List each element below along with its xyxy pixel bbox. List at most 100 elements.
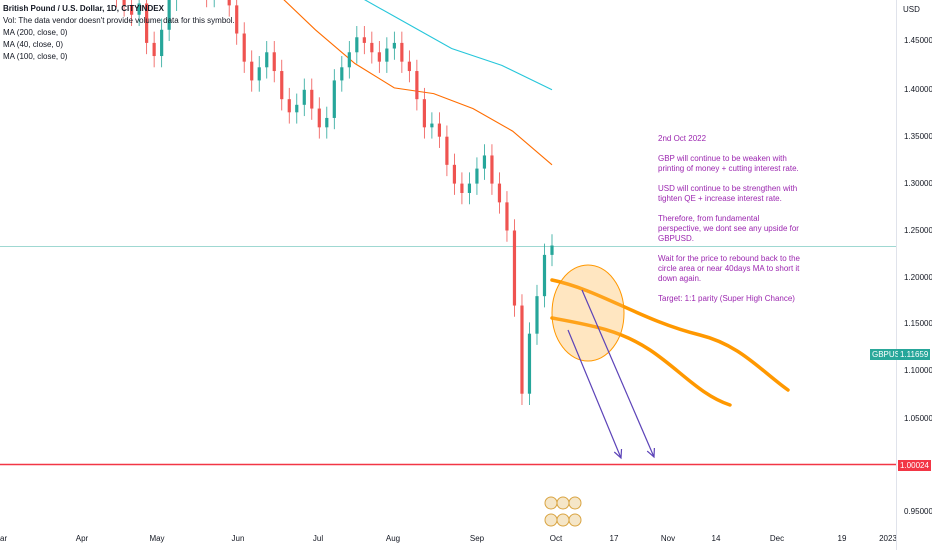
candle-body [497,183,502,203]
economic-event-icon [556,513,570,527]
price-tick-label: 1.45000 [904,36,932,45]
candle-body [310,89,314,109]
candle-body [325,117,329,128]
price-tick-label: 1.15000 [904,319,932,328]
candle-body [295,104,299,113]
price-tick-label: 0.95000 [904,507,932,516]
annotation-line: Target: 1:1 parity (Super High Chance) [658,294,795,303]
time-tick-label: Jul [313,534,323,543]
price-tick-label: 1.30000 [904,179,932,188]
candle-body [272,52,276,72]
candle-body [445,136,449,165]
candle-body [152,42,156,57]
candle-body [505,202,509,231]
economic-event-icon [544,496,558,510]
price-tick-label: 1.10000 [904,366,932,375]
candle-body [340,67,344,81]
rebound-circle-area [551,264,625,362]
candle-body [400,42,404,62]
candle-body [527,333,532,394]
target-arrow-head [613,448,623,460]
candle-body [347,52,351,68]
candle-body [415,71,419,100]
candle-body [302,89,306,105]
ma40-legend[interactable]: MA (40, close, 0) [3,40,64,49]
time-tick-label: Jun [232,534,245,543]
price-axis-separator [896,0,897,550]
candle-body [317,108,321,128]
price-tick-label: 1.40000 [904,85,932,94]
candle-body [257,67,261,81]
projection-path-upper [550,278,790,392]
target-arrow [567,329,622,459]
time-tick-label: 17 [610,534,619,543]
candle-body [467,183,472,193]
annotation-line: Wait for the price to rebound back to th… [658,254,801,283]
projection-path-lower [550,316,732,407]
candle-body [430,123,434,128]
price-tick-label: 1.25000 [904,226,932,235]
volume-note: Vol: The data vendor doesn't provide vol… [3,16,235,25]
time-tick-label: May [149,534,164,543]
candle-body [460,183,464,193]
candle-body [137,3,141,15]
target-arrow-head [646,447,655,459]
candle-body [482,155,487,169]
time-tick-label: 2023 [879,534,897,543]
candle-body [227,0,231,6]
candle-body [362,37,366,43]
currency-label: USD [903,5,920,14]
economic-event-icon [568,513,582,527]
target-price-tag: 1.00024 [898,460,931,471]
candle-body [370,42,374,53]
candle-body [167,0,171,30]
ma100-legend[interactable]: MA (100, close, 0) [3,52,68,61]
candle-body [160,29,164,57]
time-tick-label: Sep [470,534,485,543]
target-arrow [581,289,655,458]
candle-body [122,0,126,6]
price-tick-label: 1.20000 [904,273,932,282]
candle-body [490,155,494,184]
time-tick-label: 19 [838,534,847,543]
candle-body [377,52,381,62]
candle-body [250,61,254,81]
candle-body [145,3,149,43]
symbol-title[interactable]: British Pound / U.S. Dollar, 1D, CITYIND… [3,4,164,13]
ma200-legend[interactable]: MA (200, close, 0) [3,28,68,37]
candle-body [287,99,291,113]
time-tick-label: Oct [550,534,563,543]
candle-body [242,33,246,62]
ma40-line [283,0,553,166]
price-tick-label: 1.05000 [904,414,932,423]
price-tick-label: 1.35000 [904,132,932,141]
annotation-line: USD will continue to be strengthen with … [658,184,798,203]
time-tick-label: Dec [770,534,784,543]
candle-body [475,168,479,184]
economic-event-icon [568,496,582,510]
candle-body [422,99,426,128]
last-price-tag: 1.11659 [898,349,931,360]
annotation-text[interactable]: 2nd Oct 2022 GBP will continue to be wea… [658,134,804,314]
symbol-tag: GBPUSD [870,349,908,360]
economic-event-icon [544,513,558,527]
candle-body [550,245,554,255]
candle-body [512,230,517,306]
candle-body [130,5,134,15]
candle-body [332,80,336,118]
candle-body [520,305,524,394]
candle-body [355,37,359,53]
candle-body [385,48,389,62]
candle-body [452,164,457,184]
annotation-line: GBP will continue to be weaken with prin… [658,154,799,173]
chart-legend: British Pound / U.S. Dollar, 1D, CITYIND… [3,3,235,63]
candle-body [392,42,396,49]
annotation-line: Therefore, from fundamental perspective,… [658,214,799,243]
annotation-date: 2nd Oct 2022 [658,134,707,143]
time-tick-label: Aug [386,534,400,543]
candle-body [407,61,411,72]
candle-body [265,52,269,68]
candle-body [437,123,441,137]
candle-body [535,296,539,334]
